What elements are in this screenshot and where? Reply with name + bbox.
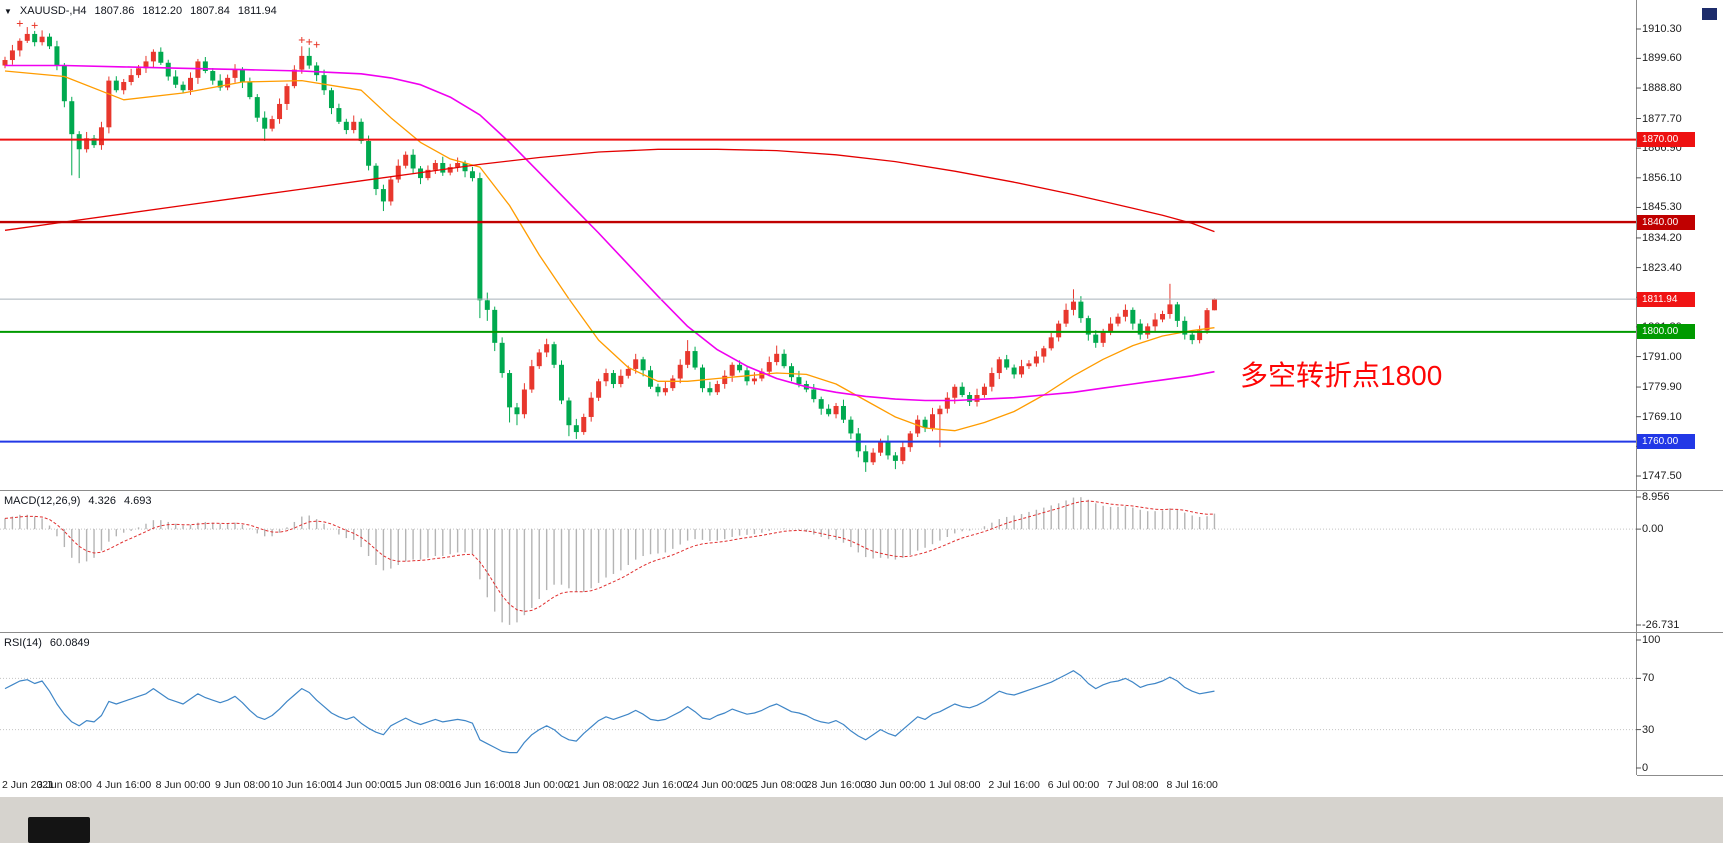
ma-slow-line <box>4 148 1215 233</box>
time-axis-label: 6 Jul 00:00 <box>1047 779 1100 791</box>
price-axis-label: 1845.30 <box>1642 201 1682 214</box>
macd-label: MACD(12,26,9) <box>4 495 81 507</box>
price-axis-label: 1769.10 <box>1642 410 1682 423</box>
candles-layer <box>2 27 1217 472</box>
taskbar-fragment <box>28 817 90 843</box>
price-axis-label: 1910.30 <box>1642 23 1682 35</box>
low-value: 1807.84 <box>190 5 230 17</box>
price-axis-label: 1791.00 <box>1642 350 1682 363</box>
price-axis-label: 1899.60 <box>1642 52 1682 65</box>
rsi-value: 60.0849 <box>49 637 90 649</box>
fractal-markers <box>16 20 320 48</box>
rsi-axis-label: 100 <box>1642 634 1661 646</box>
rsi-label: RSI(14) <box>4 637 42 649</box>
hline-tag-1840.00: 1840.00 <box>1637 214 1695 230</box>
hline-tag-1800.00: 1800.00 <box>1637 324 1695 340</box>
macd-indicator-header: MACD(12,26,9) 4.326 4.693 <box>4 495 151 507</box>
bottom-bar <box>0 797 1723 843</box>
time-axis-label: 2 Jun 2021 <box>2 779 54 791</box>
rsi-indicator-header: RSI(14) 60.0849 <box>4 637 90 649</box>
time-axis-label: 9 Jun 08:00 <box>214 779 270 791</box>
rsi-axis-label: 70 <box>1642 672 1655 685</box>
close-value: 1811.94 <box>237 5 277 17</box>
price-axis-label: 1834.20 <box>1642 231 1682 244</box>
time-axis[interactable]: 2 Jun 2021 3 Jun 08:00 4 Jun 16:00 8 Jun 00… <box>0 775 1637 797</box>
macd-signal-value: 4.693 <box>123 495 152 507</box>
time-axis-label: 15 Jun 08:00 <box>390 779 451 791</box>
time-axis-label: 28 Jun 16:00 <box>805 779 867 791</box>
time-axis-label: 22 Jun 16:00 <box>627 779 689 791</box>
macd-histogram <box>4 497 1216 625</box>
ma-mid-line <box>5 64 1215 402</box>
macd-axis-label: 8.956 <box>1642 491 1670 503</box>
chart-ohlc-header: ▼ XAUUSD-,H4 1807.86 1812.20 1807.84 181… <box>4 5 277 17</box>
time-axis-label: 1 Jul 08:00 <box>929 779 981 791</box>
time-axis-label: 3 Jun 08:00 <box>36 779 92 791</box>
time-axis-label: 7 Jul 08:00 <box>1107 779 1159 791</box>
high-value: 1812.20 <box>142 5 183 17</box>
macd-signal-line <box>4 500 1215 612</box>
macd-axis-label: 0.00 <box>1642 523 1664 536</box>
annotation-text: 多空转折点1800 <box>1240 360 1443 391</box>
price-axis-label: 1747.50 <box>1642 470 1682 482</box>
time-axis-label: 18 Jun 00:00 <box>508 779 570 791</box>
ma-fast-line <box>4 70 1215 432</box>
time-axis-label: 16 Jun 16:00 <box>449 779 511 791</box>
time-axis-label: 14 Jun 00:00 <box>330 779 392 791</box>
time-axis-label: 25 Jun 08:00 <box>746 779 808 791</box>
price-axis-label: 1877.70 <box>1642 112 1682 125</box>
macd-main-value: 4.326 <box>88 495 116 507</box>
time-axis-label: 8 Jun 00:00 <box>155 779 211 791</box>
time-axis-label: 21 Jun 08:00 <box>568 779 629 791</box>
rsi-axis-label: 30 <box>1642 723 1655 736</box>
time-axis-label: 2 Jul 16:00 <box>988 779 1040 791</box>
time-axis-label: 24 Jun 00:00 <box>686 779 748 791</box>
current-price-tag: 1811.94 <box>1637 291 1695 307</box>
symbol-timeframe-label: XAUUSD-,H4 <box>19 5 87 17</box>
macd-axis-label: -26.731 <box>1642 619 1680 631</box>
rsi-axis-label: 0 <box>1642 762 1649 774</box>
hline-tag-1870.00: 1870.00 <box>1637 132 1695 148</box>
chevron-down-icon[interactable]: ▼ <box>4 6 12 16</box>
price-axis[interactable]: 1910.30 1899.60 1888.80 1877.70 1866.90 1856.… <box>1637 0 1723 775</box>
rsi-line <box>4 670 1215 754</box>
time-axis-label: 10 Jun 16:00 <box>271 779 333 791</box>
price-axis-label: 1856.10 <box>1642 171 1682 184</box>
hline-tag-1760.00: 1760.00 <box>1637 434 1695 450</box>
price-axis-label: 1779.90 <box>1642 381 1682 394</box>
window-corner-marker <box>1702 8 1717 20</box>
open-value: 1807.86 <box>94 5 135 17</box>
price-axis-label: 1888.80 <box>1642 82 1682 95</box>
price-axis-label: 1823.40 <box>1642 261 1682 274</box>
time-axis-label: 4 Jun 16:00 <box>96 779 152 791</box>
time-axis-label: 8 Jul 16:00 <box>1166 779 1218 791</box>
time-axis-label: 30 Jun 00:00 <box>865 779 926 791</box>
